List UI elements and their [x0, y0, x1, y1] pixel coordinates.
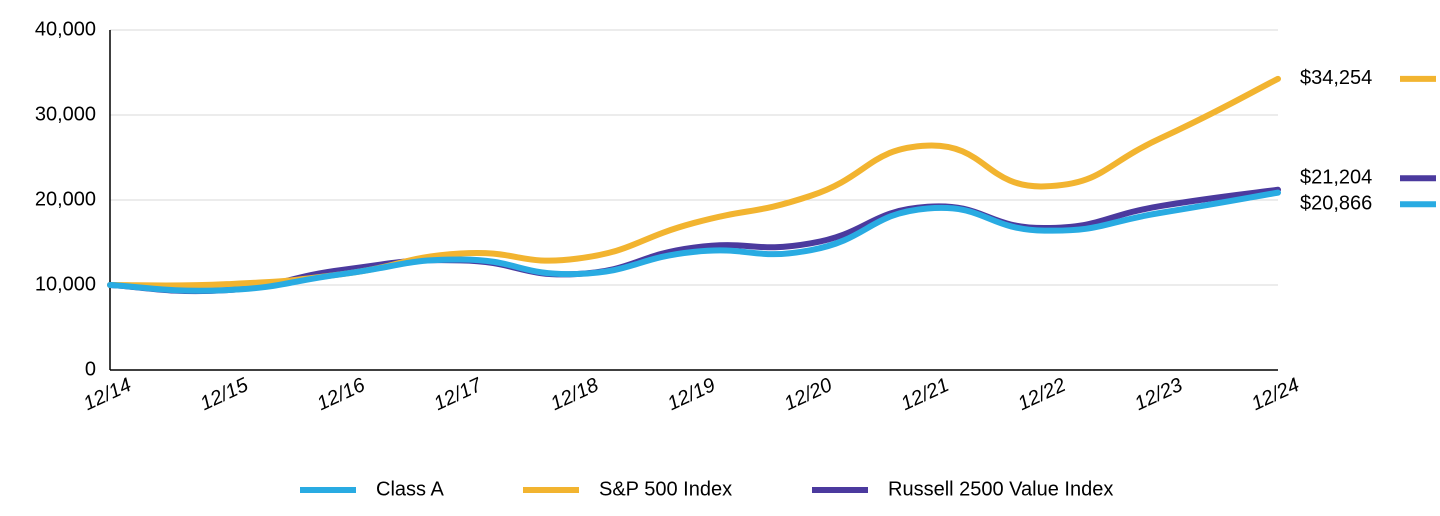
- x-tick-label: 12/20: [781, 374, 836, 415]
- x-tick-label: 12/18: [547, 374, 602, 415]
- x-tick-label: 12/21: [898, 374, 953, 415]
- legend-label-r2500v: Russell 2500 Value Index: [888, 478, 1113, 500]
- series-line-class_a: [110, 193, 1278, 291]
- legend-label-class_a: Class A: [376, 478, 444, 500]
- y-tick-label: 10,000: [35, 273, 96, 295]
- legend-label-sp500: S&P 500 Index: [599, 478, 732, 500]
- y-tick-label: 0: [85, 358, 96, 380]
- x-tick-label: 12/15: [197, 374, 252, 415]
- end-value-label-class_a: $20,866: [1300, 192, 1372, 214]
- y-tick-label: 30,000: [35, 103, 96, 125]
- x-tick-label: 12/17: [431, 374, 486, 415]
- x-tick-label: 12/16: [314, 374, 369, 415]
- x-tick-label: 12/23: [1131, 374, 1186, 415]
- performance-line-chart: 010,00020,00030,00040,00012/1412/1512/16…: [0, 0, 1440, 516]
- end-value-label-sp500: $34,254: [1300, 67, 1372, 89]
- x-tick-label: 12/19: [664, 374, 719, 415]
- x-tick-label: 12/24: [1248, 374, 1303, 415]
- y-tick-label: 40,000: [35, 18, 96, 40]
- series-line-r2500v: [110, 190, 1278, 291]
- x-tick-label: 12/22: [1015, 374, 1070, 415]
- y-tick-label: 20,000: [35, 188, 96, 210]
- chart-svg: 010,00020,00030,00040,00012/1412/1512/16…: [0, 0, 1440, 516]
- end-value-label-r2500v: $21,204: [1300, 166, 1372, 188]
